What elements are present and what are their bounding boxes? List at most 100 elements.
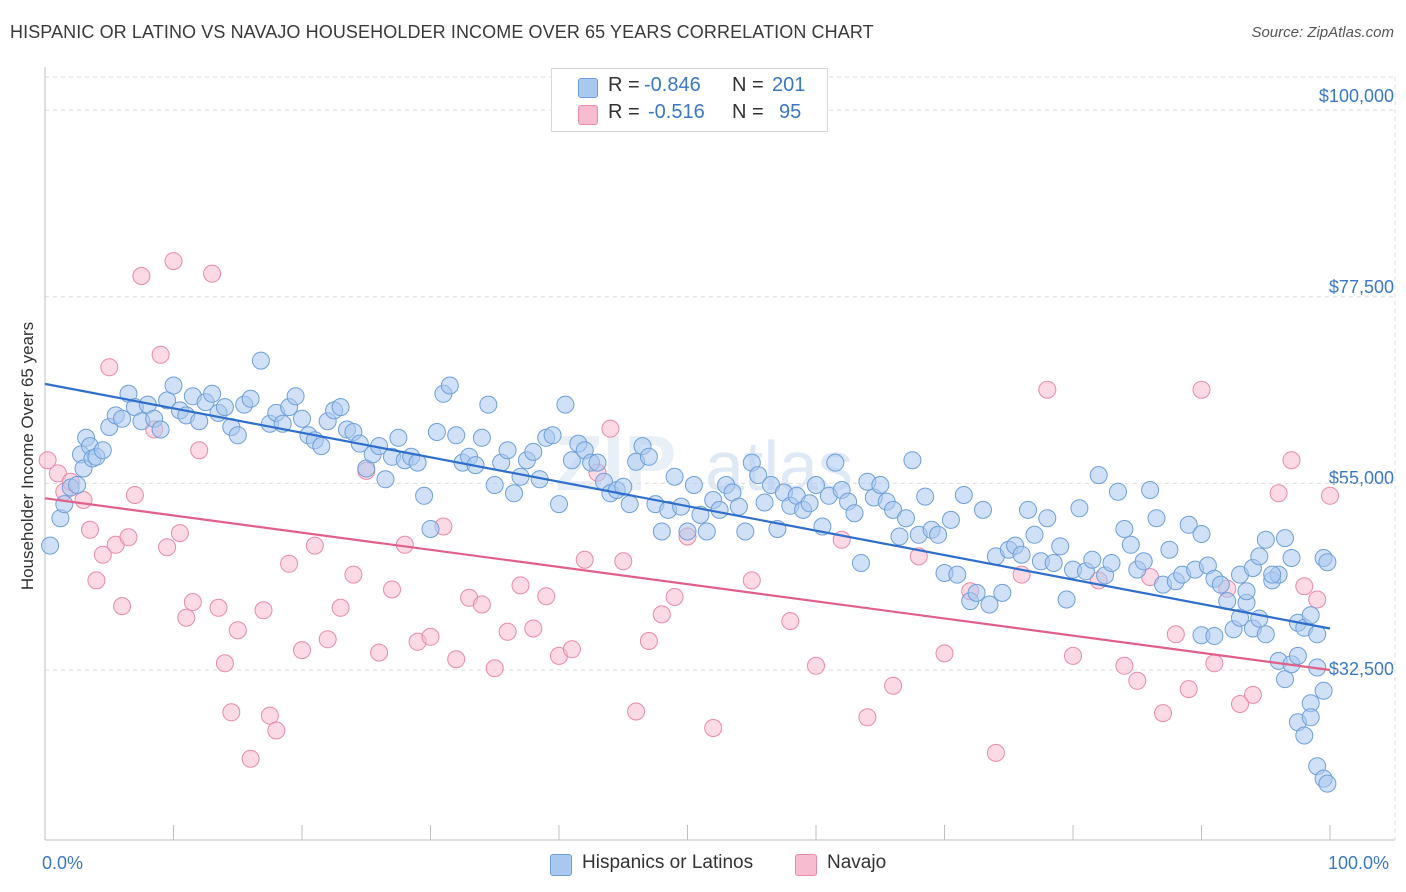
navajo-point [119,528,138,547]
n-value: 201 [772,74,806,96]
navajo-point [935,644,954,663]
hispanic-point [203,384,222,403]
legend-label: Hispanics or Latinos [582,852,754,873]
y-tick-label: $100,000 [1318,86,1394,106]
hispanic-point [941,510,960,529]
navajo-point [132,267,151,285]
hispanic-point [1237,582,1256,601]
hispanic-point [967,583,986,602]
hispanic-point [800,494,819,513]
hispanic-point [550,495,568,514]
hispanic-point [1019,500,1037,519]
hispanic-point [1160,540,1179,559]
navajo-point [704,719,723,737]
navajo-point [1128,671,1147,690]
navajo-point [537,587,556,606]
navajo-point [93,545,112,564]
navajo-point [203,264,222,283]
navajo-point [305,536,324,555]
hispanic-point [974,500,992,519]
legend-label: Navajo [827,852,887,873]
pink-swatch [578,105,598,125]
hispanic-point [389,428,408,447]
hispanic-point [1115,520,1134,538]
hispanic-point [1051,537,1070,556]
navajo-point [1179,680,1198,699]
hispanic-point [1295,726,1314,745]
hispanic-point [543,426,562,445]
navajo-point [87,571,106,590]
hispanic-point [845,504,864,523]
hispanic-point [113,409,132,428]
hispanic-point [556,395,575,414]
navajo-point [177,608,196,627]
hispanic-point [588,453,607,472]
hispanic-point [1301,708,1320,727]
navajo-point [222,703,241,722]
hispanic-point [447,426,466,445]
hispanic-point [807,476,825,494]
hispanic-point [826,453,845,472]
navajo-point [1154,704,1172,723]
x-tick-label: 100.0% [1328,853,1390,873]
navajo-point [652,605,671,624]
r-value: -0.846 [644,74,701,96]
hispanic-point [736,522,755,541]
hispanic-point [729,497,748,516]
n-label: N = [732,101,764,123]
r-label: R = [608,101,640,123]
hispanic-point [1276,670,1294,689]
navajo-point [447,650,466,669]
navajo-point [485,659,504,678]
navajo-point [781,612,800,631]
hispanic-point [1282,549,1301,567]
hispanic-point [241,389,260,408]
hispanic-point [55,495,74,514]
hispanic-point [1134,552,1153,571]
navajo-point [113,597,132,616]
hispanic-point [524,442,543,461]
navajo-point [190,441,209,460]
hispanic-point [485,476,504,494]
navajo-point [215,654,234,673]
hispanic-point [1318,774,1337,793]
hispanic-point [665,467,684,486]
navajo-point [511,576,530,595]
hispanic-trend-line [44,382,1331,630]
hispanic-point [41,536,60,555]
navajo-point [38,451,57,470]
navajo-point [1064,646,1082,665]
r-value: -0.516 [648,101,705,123]
navajo-point [260,706,279,725]
hispanic-point [884,500,903,519]
hispanic-point [929,525,948,544]
hispanic-point [1109,482,1127,501]
navajo-point [575,550,594,569]
navajo-point [74,491,93,509]
navajo-point [614,552,633,571]
hispanic-point [890,527,909,546]
navajo-point [1308,590,1327,609]
navajo-point [498,622,517,641]
navajo-point [81,520,99,539]
navajo-point [1205,654,1224,673]
hispanic-point [903,451,922,470]
hispanic-point [697,522,716,541]
hispanic-point [427,423,446,441]
r-label: R = [608,74,640,96]
hispanic-point [215,398,234,417]
navajo-point [1243,685,1262,704]
hispanic-point [479,395,498,414]
hispanic-point [1288,646,1307,665]
navajo-point [1192,380,1211,399]
hispanic-point [916,487,935,506]
hispanic-point [1308,625,1327,644]
hispanic-point [498,441,517,460]
pink-swatch [795,854,817,876]
navajo-point [183,593,202,611]
hispanic-point [614,477,633,496]
hispanic-point [1102,554,1121,572]
hispanic-point [1012,545,1031,564]
hispanic-point [749,466,768,485]
